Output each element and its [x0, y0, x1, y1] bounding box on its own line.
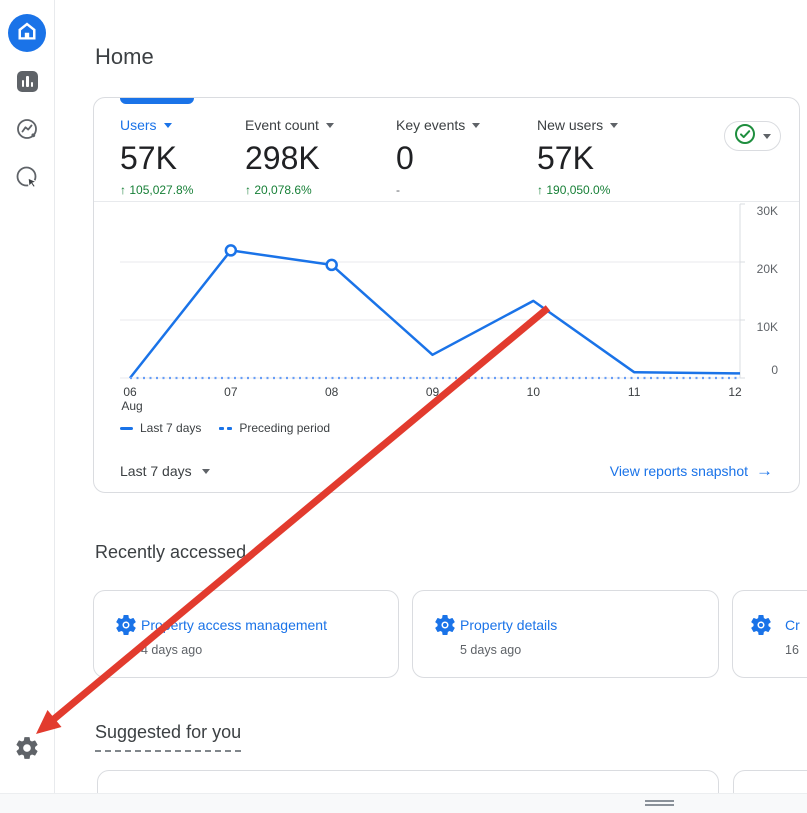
sidebar-item-admin[interactable]: [14, 735, 40, 761]
gear-icon: [14, 748, 40, 765]
svg-text:12: 12: [728, 385, 742, 399]
metric-value: 57K: [120, 138, 245, 178]
sidebar-item-reports[interactable]: [17, 71, 38, 92]
selected-metric-tab-indicator: [120, 98, 194, 104]
metric-key-events: Key events 0 -: [396, 115, 537, 199]
svg-text:07: 07: [224, 385, 238, 399]
metric-event-count-dropdown[interactable]: Event count: [245, 115, 396, 135]
svg-text:06: 06: [123, 385, 137, 399]
check-circle-icon: [734, 123, 756, 150]
solid-line-swatch: [120, 427, 133, 430]
legend-label: Preceding period: [239, 421, 330, 435]
sidebar-item-home[interactable]: [8, 14, 46, 52]
metric-key-events-dropdown[interactable]: Key events: [396, 115, 537, 135]
chevron-down-icon: [164, 123, 172, 128]
overview-card: Users 57K 105,027.8% Event count 298K 20…: [93, 97, 800, 493]
svg-text:0: 0: [771, 363, 778, 377]
chevron-down-icon: [326, 123, 334, 128]
svg-text:Aug: Aug: [121, 399, 142, 413]
metric-value: 298K: [245, 138, 396, 178]
metric-event-count: Event count 298K 20,078.6%: [245, 115, 396, 199]
shortcut-meta: 4 days ago: [141, 643, 202, 657]
svg-text:09: 09: [426, 385, 440, 399]
suggested-for-you-title: Suggested for you: [95, 722, 241, 752]
metric-new-users-dropdown[interactable]: New users: [537, 115, 707, 135]
card-footer: Last 7 days View reports snapshot: [120, 458, 773, 484]
home-icon: [17, 21, 37, 46]
metrics-row: Users 57K 105,027.8% Event count 298K 20…: [120, 115, 707, 199]
svg-text:10: 10: [527, 385, 541, 399]
shortcut-link[interactable]: Property details: [460, 617, 557, 633]
metric-label: Event count: [245, 117, 319, 133]
shortcut-meta: 5 days ago: [460, 643, 521, 657]
legend-last-7-days: Last 7 days: [120, 421, 201, 435]
shortcut-card-property-details[interactable]: Property details 5 days ago: [412, 590, 719, 678]
chevron-down-icon: [472, 123, 480, 128]
legend-preceding-period: Preceding period: [219, 421, 330, 435]
metric-label: New users: [537, 117, 603, 133]
shortcut-link[interactable]: Property access management: [141, 617, 327, 633]
chart-legend: Last 7 days Preceding period: [120, 421, 330, 435]
gear-icon: [114, 613, 138, 642]
metric-label: Key events: [396, 117, 465, 133]
metric-change: 105,027.8%: [120, 183, 245, 199]
svg-text:30K: 30K: [757, 204, 778, 218]
page-title: Home: [95, 44, 154, 70]
users-trend-chart: 0 10K 20K 30K 06 07 08 09 10 11 12 Aug: [120, 204, 792, 416]
chevron-down-icon: [202, 469, 210, 474]
recently-accessed-title: Recently accessed: [95, 542, 246, 563]
chevron-down-icon: [610, 123, 618, 128]
shortcut-link[interactable]: Cr: [785, 617, 800, 633]
metric-change: 20,078.6%: [245, 183, 396, 199]
svg-text:08: 08: [325, 385, 339, 399]
chevron-down-icon: [763, 134, 771, 139]
metric-change: 190,050.0%: [537, 183, 707, 199]
metric-value: 0: [396, 138, 537, 178]
metric-label: Users: [120, 117, 157, 133]
dotted-line-swatch: [219, 427, 232, 430]
drag-handle-icon[interactable]: [645, 799, 674, 808]
metric-users: Users 57K 105,027.8%: [120, 115, 245, 199]
svg-text:10K: 10K: [757, 320, 778, 334]
gear-icon: [749, 613, 773, 642]
shortcut-card-clipped[interactable]: Cr 16: [732, 590, 807, 678]
legend-label: Last 7 days: [140, 421, 201, 435]
sidebar-item-explore[interactable]: [16, 118, 38, 140]
svg-text:20K: 20K: [757, 262, 778, 276]
sidebar-item-advertising[interactable]: [16, 166, 39, 189]
shortcut-card-property-access-management[interactable]: Property access management 4 days ago: [93, 590, 399, 678]
arrow-right-icon: [756, 461, 773, 481]
advertising-target-cursor-icon: [16, 176, 39, 193]
bottom-strip: [0, 793, 807, 813]
link-label: View reports snapshot: [610, 463, 748, 479]
view-reports-snapshot-link[interactable]: View reports snapshot: [610, 461, 773, 481]
metric-change: -: [396, 183, 537, 199]
card-divider: [94, 201, 799, 202]
date-range-selector[interactable]: Last 7 days: [120, 463, 210, 479]
metric-new-users: New users 57K 190,050.0%: [537, 115, 707, 199]
date-range-label: Last 7 days: [120, 463, 192, 479]
explore-icon: [16, 127, 38, 144]
shortcut-meta: 16: [785, 643, 799, 657]
data-quality-dropdown[interactable]: [724, 121, 781, 151]
svg-text:11: 11: [628, 385, 641, 399]
metric-value: 57K: [537, 138, 707, 178]
gear-icon: [433, 613, 457, 642]
app-sidebar: [0, 0, 55, 793]
metric-users-dropdown[interactable]: Users: [120, 115, 245, 135]
